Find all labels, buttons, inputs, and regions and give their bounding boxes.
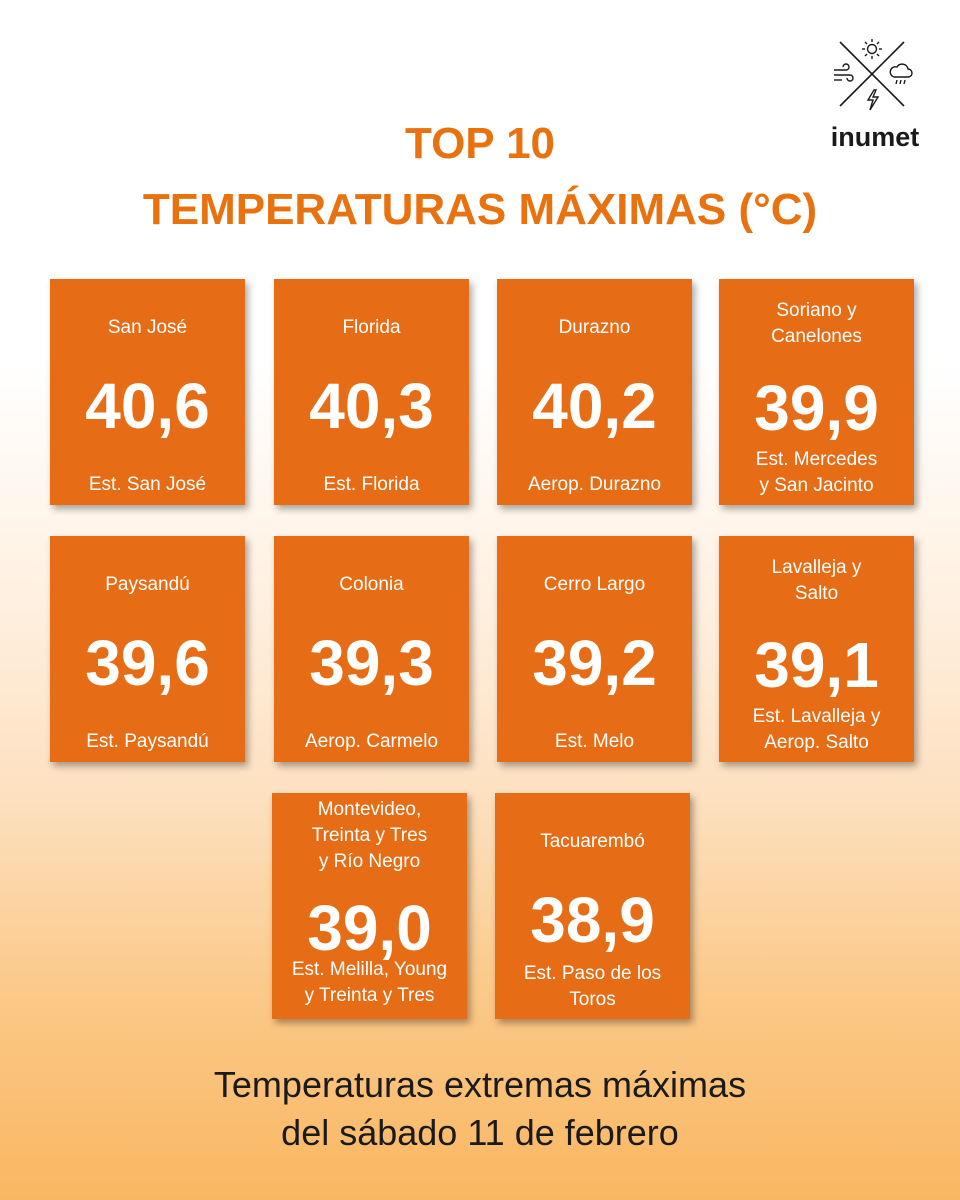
station-name: Aerop. Durazno xyxy=(527,474,662,495)
temperature-card: Paysandú 39,6 Est. Paysandú xyxy=(50,536,245,762)
temperature-card: Florida 40,3 Est. Florida xyxy=(274,279,469,505)
station-name: Est. Paysandú xyxy=(86,731,209,752)
station-name: Est. Mercedes xyxy=(755,449,878,470)
station-name: Aerop. Carmelo xyxy=(304,731,439,752)
department-name: Tacuarembó xyxy=(540,831,645,852)
temperature-value: 39,6 xyxy=(85,627,210,699)
temperature-value: 40,6 xyxy=(85,370,210,442)
temperature-value: 39,3 xyxy=(309,627,434,699)
station-name: Est. Lavalleja y xyxy=(752,706,881,727)
department-name: Cerro Largo xyxy=(543,574,646,595)
temperature-value: 39,2 xyxy=(532,627,657,699)
brand-name: inumet xyxy=(830,122,920,152)
station-name: Est. Paso de los xyxy=(523,963,662,984)
weather-emblem-icon xyxy=(834,39,913,111)
department-name: Soriano y xyxy=(776,300,857,321)
department-name: Canelones xyxy=(771,326,862,347)
rain-cloud-icon xyxy=(889,63,913,85)
station-name: y Treinta y Tres xyxy=(304,985,435,1006)
station-name: Aerop. Salto xyxy=(764,732,869,753)
temperature-card: Tacuarembó 38,9 Est. Paso de los Toros xyxy=(495,793,690,1019)
station-name: Toros xyxy=(569,989,616,1010)
temperature-card: Durazno 40,2 Aerop. Durazno xyxy=(497,279,692,505)
temperature-card: San José 40,6 Est. San José xyxy=(50,279,245,505)
temperature-value: 38,9 xyxy=(530,884,655,956)
department-name: Salto xyxy=(794,583,839,604)
department-name: Durazno xyxy=(558,317,631,338)
station-name: y San Jacinto xyxy=(759,475,874,496)
temperature-value: 40,3 xyxy=(309,370,434,442)
temperature-value: 39,9 xyxy=(754,372,879,444)
temperature-value: 39,1 xyxy=(754,629,879,701)
temperature-card: Cerro Largo 39,2 Est. Melo xyxy=(497,536,692,762)
sun-icon xyxy=(862,39,882,59)
page-title-line-2: TEMPERATURAS MÁXIMAS (°C) xyxy=(142,185,818,234)
inumet-logo: inumet xyxy=(826,28,924,152)
station-name: Est. Florida xyxy=(323,474,420,495)
department-name: y Río Negro xyxy=(318,851,421,872)
page-title-line-1: TOP 10 xyxy=(404,119,556,168)
wind-icon xyxy=(834,63,854,82)
department-name: Treinta y Tres xyxy=(311,825,428,846)
department-name: Florida xyxy=(342,317,401,338)
department-name: Colonia xyxy=(339,574,404,595)
temperature-value: 40,2 xyxy=(532,370,657,442)
department-name: Lavalleja y xyxy=(771,557,862,578)
temperature-value: 39,0 xyxy=(307,892,432,964)
station-name: Est. Melilla, Young xyxy=(291,959,448,980)
department-name: Paysandú xyxy=(105,574,190,595)
department-name: Montevideo, xyxy=(317,799,422,820)
lightning-icon xyxy=(866,89,880,111)
department-name: San José xyxy=(107,317,188,338)
temperature-card: Montevideo, Treinta y Tres y Río Negro 39,0… xyxy=(272,793,467,1019)
temperature-card: Soriano y Canelones 39,9 Est. Mercedes y San… xyxy=(719,279,914,505)
station-name: Est. Melo xyxy=(554,731,635,752)
station-name: Est. San José xyxy=(88,474,207,495)
temperature-card: Colonia 39,3 Aerop. Carmelo xyxy=(274,536,469,762)
footer-caption-line-1: Temperaturas extremas máximas xyxy=(213,1064,747,1105)
footer-caption-line-2: del sábado 11 de febrero xyxy=(281,1112,679,1153)
temperature-card: Lavalleja y Salto 39,1 Est. Lavalleja y Aero… xyxy=(719,536,914,762)
